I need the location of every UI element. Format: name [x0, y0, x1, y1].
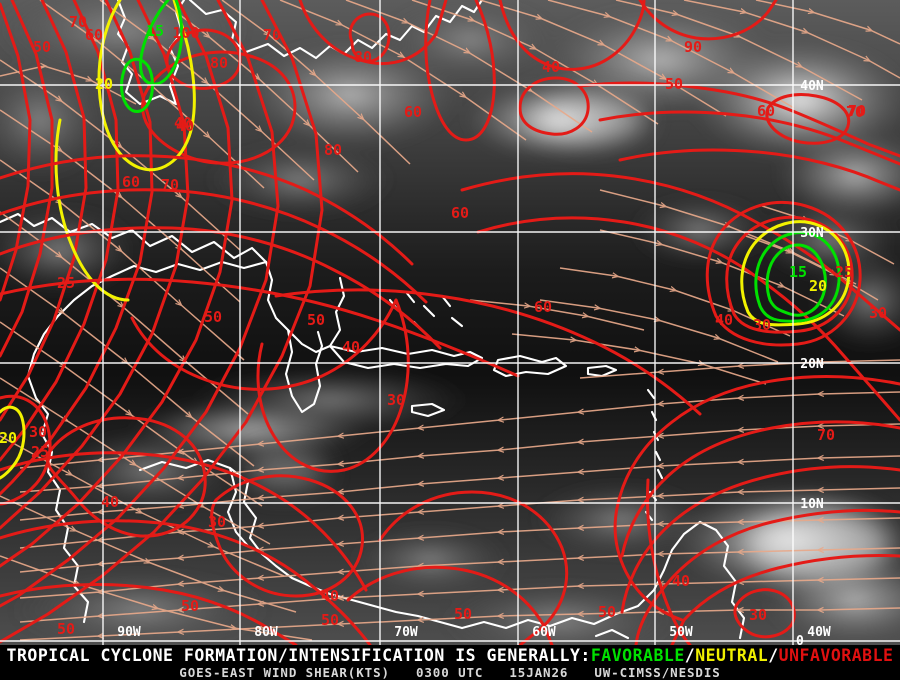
- caption-statement: TROPICAL CYCLONE FORMATION/INTENSIFICATI…: [6, 646, 591, 665]
- contour-label-40-20: 40: [342, 338, 360, 356]
- satellite-name: GOES-EAST: [179, 665, 256, 680]
- contour-label-70-3: 70: [263, 26, 281, 44]
- contour-group-central: [298, 0, 900, 422]
- contour-label-70-0: 70: [69, 13, 87, 31]
- valid-time: 0300 UTC: [415, 665, 484, 680]
- contour-label-20-29: 20: [0, 429, 17, 447]
- contour-label-30-44: 30: [749, 606, 767, 624]
- contour-label-50-19: 50: [307, 311, 325, 329]
- contour-label-40-35: 40: [176, 117, 194, 135]
- contour-label-70-13: 70: [161, 176, 179, 194]
- lon-label-50W: 50W: [669, 625, 693, 640]
- caption-line-1: TROPICAL CYCLONE FORMATION/INTENSIFICATI…: [0, 646, 900, 665]
- lat-label-20N: 20N: [800, 357, 824, 372]
- satellite-shear-map[interactable]: 40N 30N 20N 10N 90W 80W 70W 60W 50W 40W 0 70 60 50 70…: [0, 0, 900, 645]
- contour-20-northwest-outer: [54, 118, 130, 302]
- contour-label-15-28: 15: [789, 263, 807, 281]
- contour-label-60-18: 60: [534, 298, 552, 316]
- lon-label-90W: 90W: [117, 625, 141, 640]
- contour-label-25-30: 25: [31, 443, 49, 461]
- contour-label-20-33: 20: [95, 75, 113, 93]
- contour-label-30-26: 30: [753, 316, 771, 334]
- contour-label-20-27: 20: [809, 277, 827, 295]
- contour-label-60-1: 60: [85, 26, 103, 44]
- lat-label-0: 0: [796, 634, 804, 645]
- contour-10-northwest: [120, 57, 154, 113]
- contour-label-30-24: 30: [869, 304, 887, 322]
- low-shear-bullseye-west-atlantic: [705, 201, 862, 347]
- shear-contours: [0, 0, 900, 645]
- contour-label-60-9: 60: [757, 102, 775, 120]
- contour-label-50-40: 50: [321, 611, 339, 629]
- contour-label-50-43: 50: [598, 603, 616, 621]
- contour-label-40-25: 40: [715, 311, 733, 329]
- contour-label-50-38: 50: [181, 597, 199, 615]
- contour-25-west-edge: [0, 394, 52, 506]
- contour-15-bullseye: [754, 231, 841, 323]
- contour-label-70-47: 70: [846, 103, 864, 121]
- contour-label-40-11: 40: [174, 114, 192, 132]
- contour-label-40-45: 40: [672, 572, 690, 590]
- dash-separator: [255, 665, 263, 680]
- valid-date: 15JAN26: [509, 665, 569, 680]
- latlon-grid: [0, 0, 900, 645]
- contour-label-25-32: 25: [57, 274, 75, 292]
- contour-label-30-31: 30: [29, 423, 47, 441]
- caption-bar: TROPICAL CYCLONE FORMATION/INTENSIFICATI…: [0, 645, 900, 680]
- contour-label-60-12: 60: [122, 173, 140, 191]
- contour-group-east-tropics: [613, 375, 900, 645]
- contour-label-80-16: 80: [324, 141, 342, 159]
- contour-label-60-22: 60: [451, 204, 469, 222]
- contour-20-bullseye: [740, 220, 851, 327]
- contour-label-40-41: 40: [321, 587, 339, 605]
- contour-label-30-21: 30: [387, 391, 405, 409]
- contour-25-bullseye: [725, 215, 854, 334]
- legend-unfavorable: UNFAVORABLE: [778, 646, 894, 665]
- contour-label-70-46: 70: [817, 426, 835, 444]
- legend-separator-1: /: [684, 646, 696, 665]
- legend-separator-2: /: [768, 646, 779, 665]
- legend-favorable: FAVORABLE: [590, 646, 685, 665]
- contour-label-50-8: 50: [665, 75, 683, 93]
- contour-label-90-7: 90: [684, 38, 702, 56]
- legend-neutral: NEUTRAL: [695, 646, 769, 665]
- contour-label-15-34: 15: [146, 22, 164, 40]
- lon-label-60W: 60W: [532, 625, 556, 640]
- contour-label-50-17: 50: [204, 308, 222, 326]
- contour-label-50-39: 50: [57, 620, 75, 638]
- lat-label-10N: 10N: [800, 497, 824, 512]
- contour-label-80-14: 80: [210, 54, 228, 72]
- field-name: WIND SHEAR(KTS): [263, 665, 390, 680]
- contour-group-caribbean: [0, 154, 702, 645]
- contour-label-60-5: 60: [404, 103, 422, 121]
- lat-label-30N: 30N: [800, 226, 824, 241]
- lat-label-40N: 40N: [800, 79, 824, 94]
- lon-label-40W: 40W: [807, 625, 831, 640]
- contour-10-bullseye: [765, 243, 827, 317]
- contour-20-west-edge: [0, 405, 26, 480]
- contour-label-25-23: 25: [835, 263, 853, 281]
- contour-label-80-4: 80: [354, 48, 372, 66]
- data-source: UW-CIMSS/NESDIS: [594, 665, 721, 680]
- lon-label-70W: 70W: [394, 625, 418, 640]
- lon-label-80W: 80W: [254, 625, 278, 640]
- contour-label-30-36: 30: [208, 513, 226, 531]
- contour-label-100-15: 100: [172, 24, 199, 42]
- caption-line-2: GOES-EAST WIND SHEAR(KTS) 0300 UTC 15JAN26…: [0, 665, 900, 680]
- contour-label-40-37: 40: [101, 493, 119, 511]
- contour-label-50-2: 50: [33, 38, 51, 56]
- contour-label-50-42: 50: [454, 605, 472, 623]
- contour-label-40-6: 40: [542, 58, 560, 76]
- contour-label-70-10: 70: [848, 102, 866, 120]
